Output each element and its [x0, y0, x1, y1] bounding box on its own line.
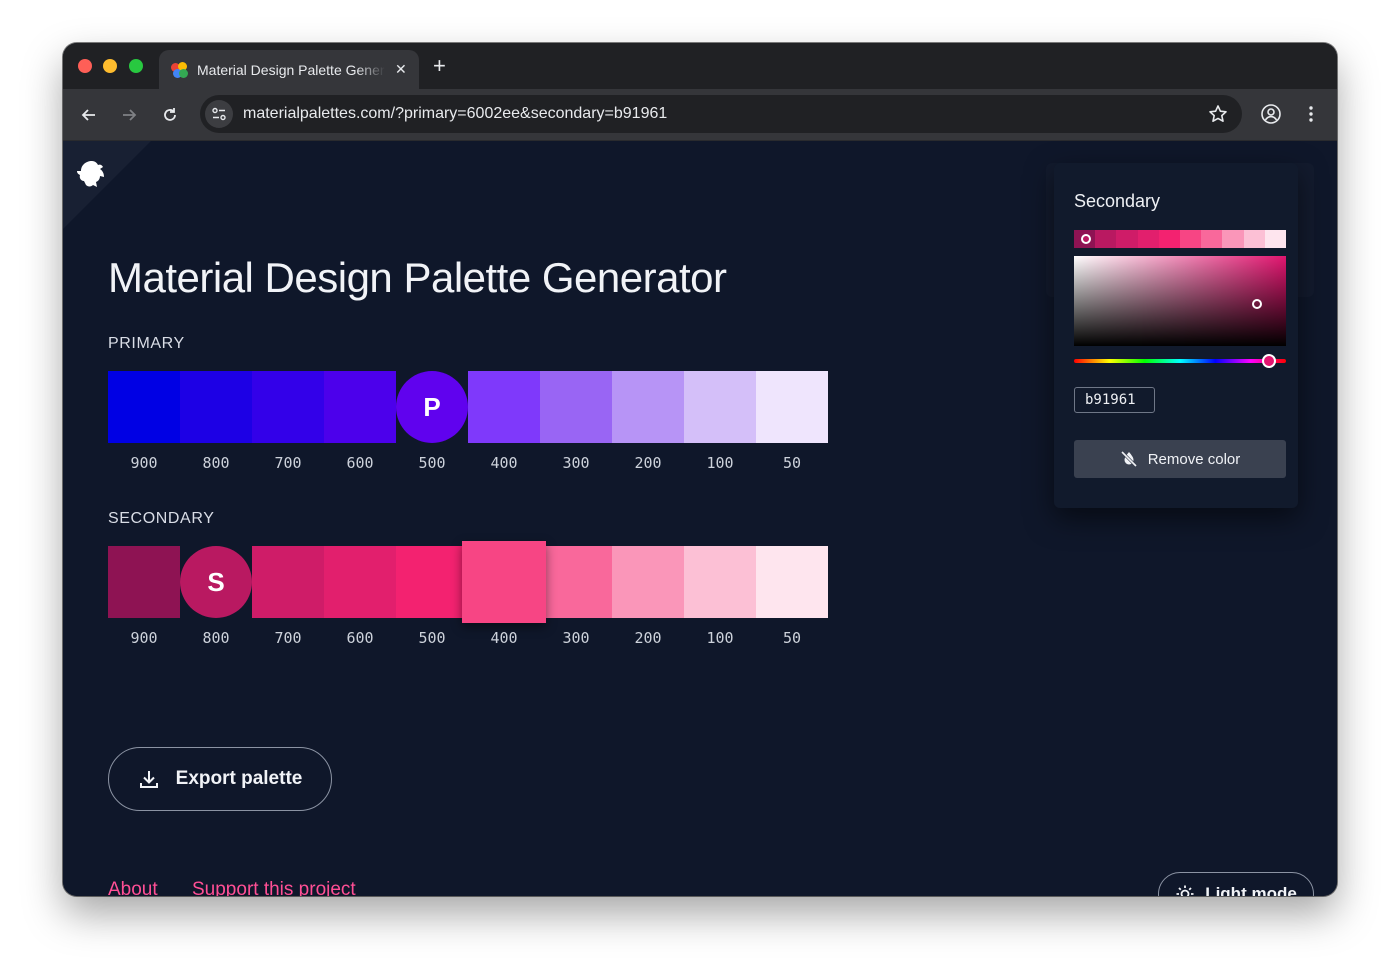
secondary-swatch-800[interactable]: S — [180, 546, 252, 618]
secondary-swatch-50[interactable] — [756, 546, 828, 618]
download-icon — [139, 771, 158, 788]
shade-label: 600 — [346, 629, 374, 647]
shade-label: 200 — [634, 629, 662, 647]
app-logo-icon[interactable] — [73, 155, 113, 200]
reload-icon[interactable] — [158, 103, 182, 127]
shade-label: 800 — [202, 629, 230, 647]
shade-label: 500 — [418, 454, 446, 472]
hue-slider-thumb[interactable] — [1262, 354, 1276, 368]
strip-shade-700[interactable] — [1116, 230, 1138, 248]
close-icon[interactable]: ✕ — [395, 61, 407, 77]
shade-label: 300 — [562, 454, 590, 472]
bookmark-star-icon[interactable] — [1208, 104, 1228, 129]
about-link[interactable]: About — [108, 879, 158, 896]
primary-swatch-800[interactable] — [180, 371, 252, 443]
primary-swatch-700[interactable] — [252, 371, 324, 443]
shade-label: 700 — [274, 454, 302, 472]
shade-label: 500 — [418, 629, 446, 647]
sun-icon — [1176, 885, 1194, 896]
light-mode-label: Light mode — [1205, 884, 1297, 896]
strip-shade-500[interactable] — [1158, 230, 1181, 248]
shade-label: 900 — [130, 454, 158, 472]
secondary-swatch-700[interactable] — [252, 546, 324, 618]
plus-icon[interactable]: + — [433, 53, 446, 78]
primary-swatch-200[interactable] — [612, 371, 684, 443]
strip-shade-200[interactable] — [1222, 230, 1244, 248]
forward-icon[interactable] — [117, 103, 141, 127]
primary-swatch-900[interactable] — [108, 371, 180, 443]
remove-color-icon — [1120, 450, 1137, 468]
shade-label: 900 — [130, 629, 158, 647]
shade-label: 50 — [782, 454, 802, 472]
primary-letter: P — [423, 391, 441, 422]
remove-color-label: Remove color — [1147, 450, 1241, 468]
palette-favicon-icon — [171, 61, 188, 78]
secondary-swatch-100[interactable] — [684, 546, 756, 618]
shade-label: 400 — [490, 629, 518, 647]
strip-shade-600[interactable] — [1137, 230, 1159, 248]
secondary-swatch-300[interactable] — [540, 546, 612, 618]
tab-strip: Material Design Palette Generator ✕ + — [63, 43, 1337, 89]
primary-swatch-500[interactable]: P — [396, 371, 468, 443]
shade-label: 100 — [706, 629, 734, 647]
secondary-swatch-500[interactable] — [396, 546, 468, 618]
primary-swatch-400[interactable] — [468, 371, 540, 443]
primary-swatch-300[interactable] — [540, 371, 612, 443]
saturation-value-area[interactable] — [1074, 256, 1286, 346]
secondary-swatch-900[interactable] — [108, 546, 180, 618]
secondary-swatch-600[interactable] — [324, 546, 396, 618]
shade-label: 800 — [202, 454, 230, 472]
page-title: Material Design Palette Generator — [108, 254, 727, 301]
hex-input[interactable] — [1074, 387, 1155, 413]
shade-label: 400 — [490, 454, 518, 472]
remove-color-button[interactable]: Remove color — [1074, 440, 1286, 478]
strip-shade-800[interactable] — [1095, 230, 1117, 248]
strip-shade-300[interactable] — [1201, 230, 1223, 248]
secondary-swatch-200[interactable] — [612, 546, 684, 618]
export-label: Export palette — [175, 768, 303, 789]
hue-slider[interactable] — [1074, 359, 1286, 363]
secondary-swatch-row: S — [108, 541, 828, 623]
profile-icon[interactable] — [1260, 103, 1282, 130]
shade-strip-marker[interactable] — [1081, 234, 1091, 244]
export-palette-button[interactable]: Export palette — [108, 747, 332, 811]
shade-label: 100 — [706, 454, 734, 472]
shade-strip[interactable] — [1074, 230, 1287, 248]
picker-title: Secondary — [1074, 191, 1161, 211]
secondary-label: SECONDARY — [108, 510, 215, 527]
shade-label: 50 — [782, 629, 802, 647]
primary-swatch-600[interactable] — [324, 371, 396, 443]
tab-title: Material Design Palette Generator — [197, 61, 385, 78]
secondary-letter: S — [207, 566, 225, 597]
primary-swatch-50[interactable] — [756, 371, 828, 443]
secondary-swatch-400[interactable] — [462, 541, 546, 623]
browser-window: Material Design Palette Generator ✕ + ma… — [63, 43, 1337, 896]
page-content: Material Design Palette Generator PRIMAR… — [63, 141, 1337, 896]
browser-toolbar: materialpalettes.com/?primary=6002ee&sec… — [63, 89, 1337, 141]
primary-label: PRIMARY — [108, 335, 185, 352]
shade-label: 200 — [634, 454, 662, 472]
browser-tab[interactable]: Material Design Palette Generator ✕ — [159, 50, 419, 89]
strip-shade-400[interactable] — [1180, 230, 1202, 248]
strip-shade-100[interactable] — [1243, 230, 1265, 248]
maximize-window-button[interactable] — [129, 59, 143, 73]
color-picker-panel: Secondary — [1054, 163, 1298, 508]
primary-swatch-100[interactable] — [684, 371, 756, 443]
menu-dots-icon[interactable] — [1307, 103, 1315, 130]
shade-label: 300 — [562, 629, 590, 647]
shade-label: 600 — [346, 454, 374, 472]
site-info-icon[interactable] — [205, 100, 233, 128]
corner-decoration — [63, 141, 151, 229]
close-window-button[interactable] — [78, 59, 92, 73]
minimize-window-button[interactable] — [103, 59, 117, 73]
light-mode-button[interactable]: Light mode — [1158, 872, 1314, 896]
address-bar[interactable]: materialpalettes.com/?primary=6002ee&sec… — [200, 95, 1242, 133]
back-icon[interactable] — [77, 103, 101, 127]
shade-label: 700 — [274, 629, 302, 647]
saturation-value-handle[interactable] — [1252, 299, 1262, 309]
url-text[interactable]: materialpalettes.com/?primary=6002ee&sec… — [243, 105, 668, 122]
support-project-link[interactable]: Support this project — [192, 879, 356, 896]
strip-shade-50[interactable] — [1264, 230, 1287, 248]
primary-swatch-row: P — [108, 371, 828, 443]
